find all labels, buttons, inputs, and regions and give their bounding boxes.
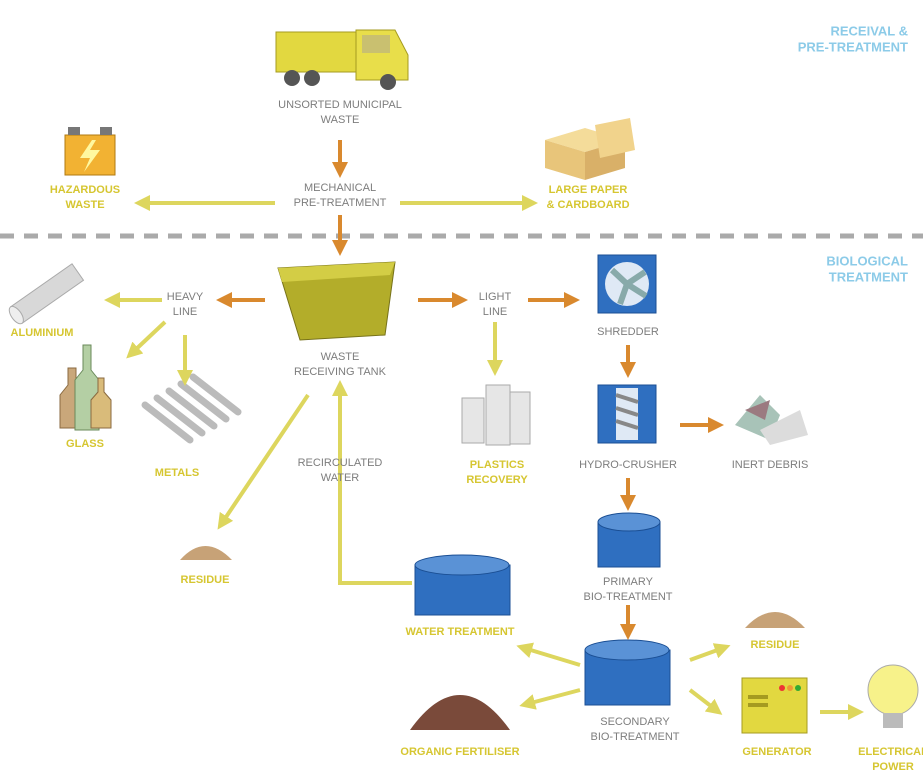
node-label: SHREDDER <box>597 326 659 338</box>
residue-icon <box>745 612 805 628</box>
node-label: WATER <box>321 472 360 484</box>
node-label: RESIDUE <box>181 574 230 586</box>
bulb-icon <box>868 665 918 728</box>
node-label: GENERATOR <box>742 746 811 758</box>
shredder-icon <box>598 255 656 313</box>
glass-icon <box>60 345 111 430</box>
process-diagram: RECEIVAL &PRE-TREATMENTBIOLOGICALTREATME… <box>0 0 923 771</box>
node-label: PRE-TREATMENT <box>294 197 387 209</box>
debris-icon <box>735 395 808 445</box>
section-label: PRE-TREATMENT <box>798 39 908 54</box>
node-label: ORGANIC FERTILISER <box>400 746 519 758</box>
residue-icon <box>180 546 232 560</box>
node-label: INERT DEBRIS <box>732 459 809 471</box>
node-label: MECHANICAL <box>304 182 376 194</box>
truck-icon <box>276 30 408 90</box>
aluminium-icon <box>6 264 83 326</box>
arrow <box>222 395 308 523</box>
cardboard-icon <box>545 118 635 180</box>
arrow <box>690 648 723 660</box>
node-label: RECOVERY <box>466 474 528 486</box>
node-label: HYDRO-CRUSHER <box>579 459 677 471</box>
generator-icon <box>742 678 807 733</box>
plastics-icon <box>462 385 530 445</box>
node-label: HEAVY <box>167 291 204 303</box>
section-label: TREATMENT <box>829 269 908 284</box>
node-label: LINE <box>173 306 197 318</box>
node-label: WASTE <box>321 351 360 363</box>
cylinder-icon <box>585 640 670 705</box>
node-label: WASTE <box>321 114 360 126</box>
node-label: UNSORTED MUNICIPAL <box>278 99 402 111</box>
labels: RECEIVAL &PRE-TREATMENTBIOLOGICALTREATME… <box>11 23 923 771</box>
arrow <box>132 322 165 353</box>
node-label: PRIMARY <box>603 576 654 588</box>
node-label: RECIRCULATED <box>298 457 383 469</box>
node-label: PLASTICS <box>470 459 524 471</box>
section-label: BIOLOGICAL <box>826 253 908 268</box>
node-label: WASTE <box>65 199 104 211</box>
cylinder-icon <box>415 555 510 615</box>
node-label: POWER <box>872 761 914 771</box>
arrow <box>524 648 580 665</box>
hydro-crusher-icon <box>598 385 656 443</box>
node-label: SECONDARY <box>600 716 670 728</box>
node-label: BIO-TREATMENT <box>583 591 672 603</box>
metals-icon <box>145 377 238 440</box>
node-label: ELECTRICAL <box>858 746 923 758</box>
node-label: RESIDUE <box>751 639 800 651</box>
arrow <box>340 388 412 583</box>
node-label: & CARDBOARD <box>546 199 629 211</box>
arrow <box>690 690 716 710</box>
battery-icon <box>65 127 115 175</box>
node-label: RECEIVING TANK <box>294 366 387 378</box>
node-label: WATER TREATMENT <box>406 626 515 638</box>
node-label: BIO-TREATMENT <box>590 731 679 743</box>
node-label: ALUMINIUM <box>11 327 74 339</box>
arrow <box>527 690 580 704</box>
tank-icon <box>278 262 395 340</box>
node-label: METALS <box>155 467 199 479</box>
node-label: LARGE PAPER <box>549 184 628 196</box>
node-label: LIGHT <box>479 291 512 303</box>
section-label: RECEIVAL & <box>830 23 908 38</box>
node-label: GLASS <box>66 438 104 450</box>
node-label: LINE <box>483 306 507 318</box>
fertiliser-icon <box>410 695 510 730</box>
node-label: HAZARDOUS <box>50 184 120 196</box>
cylinder-icon <box>598 513 660 567</box>
